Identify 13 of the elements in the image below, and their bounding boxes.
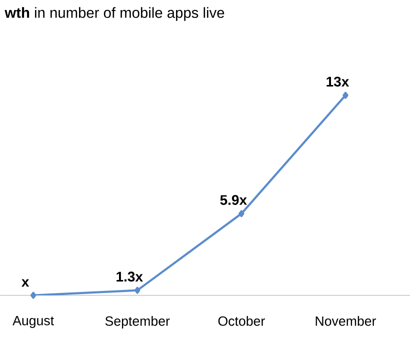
data-label: 5.9x (220, 195, 247, 205)
point (342, 92, 348, 99)
x-tick-label: October (218, 316, 265, 326)
data-label: 1.3x (116, 272, 143, 282)
x-tick-label: September (105, 316, 170, 328)
x-tick-label: November (316, 316, 376, 326)
point (134, 286, 140, 294)
x-tick-label: August (12, 316, 54, 328)
point (238, 210, 244, 218)
data-label: 13x (326, 76, 350, 87)
data-label: x (22, 279, 30, 287)
point (30, 292, 36, 299)
chart-title: wth in number of mobile apps live (4, 7, 224, 21)
